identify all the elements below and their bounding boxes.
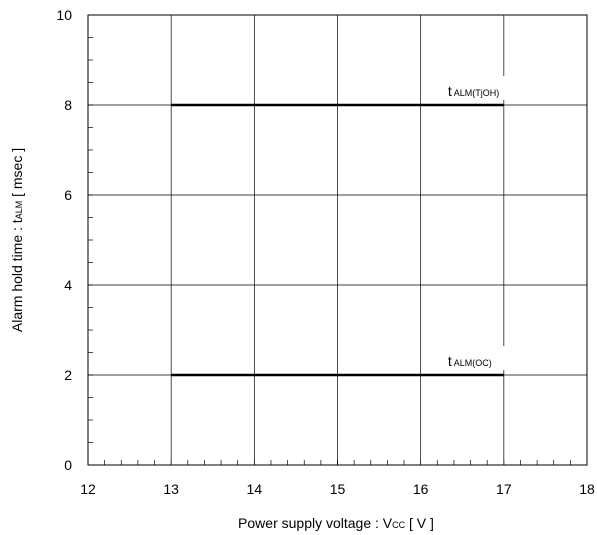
y-axis-title-tail: [ msec ]: [9, 148, 25, 201]
x-tick-label: 14: [247, 481, 263, 497]
series-label-0: t ALM(TjOH): [448, 83, 499, 99]
y-tick-labels: 0 2 4 6 8 10: [56, 7, 72, 473]
x-tick-label: 18: [579, 481, 595, 497]
x-tick-label: 12: [80, 481, 96, 497]
y-axis-title-main: Alarm hold time : t: [9, 219, 25, 332]
plot-frame: [87, 14, 588, 466]
y-axis-title-sub: ALM: [14, 201, 24, 220]
grid-lines: [88, 15, 587, 465]
x-tick-label: 16: [413, 481, 429, 497]
y-axis-title: Alarm hold time : tALM [ msec ]: [9, 148, 25, 332]
y-tick-label: 0: [64, 457, 72, 473]
label-gap-0: [501, 76, 506, 100]
x-tick-label: 15: [330, 481, 346, 497]
x-axis-title: Power supply voltage : VCC [ V ]: [238, 515, 434, 531]
label-gap-1: [501, 346, 506, 370]
series-labels: t ALM(TjOH)t ALM(OC): [448, 76, 506, 370]
series-label-main: t: [448, 83, 452, 99]
series-label-main: t: [448, 353, 452, 369]
y-tick-label: 4: [64, 277, 72, 293]
x-axis-title-sub: CC: [392, 520, 405, 530]
x-axis-title-main: Power supply voltage : V: [238, 515, 393, 531]
x-tick-label: 13: [163, 481, 179, 497]
series-label-1: t ALM(OC): [448, 353, 492, 369]
series-label-sub: ALM(TjOH): [454, 88, 500, 98]
y-tick-label: 2: [64, 367, 72, 383]
x-tick-label: 17: [496, 481, 512, 497]
y-tick-label: 6: [64, 187, 72, 203]
y-tick-label: 8: [64, 97, 72, 113]
series-lines: [171, 103, 504, 377]
series-label-sub: ALM(OC): [454, 358, 492, 368]
x-axis-title-tail: [ V ]: [405, 515, 434, 531]
x-tick-labels: 12 13 14 15 16 17 18: [80, 481, 595, 497]
y-tick-label: 10: [56, 7, 72, 23]
